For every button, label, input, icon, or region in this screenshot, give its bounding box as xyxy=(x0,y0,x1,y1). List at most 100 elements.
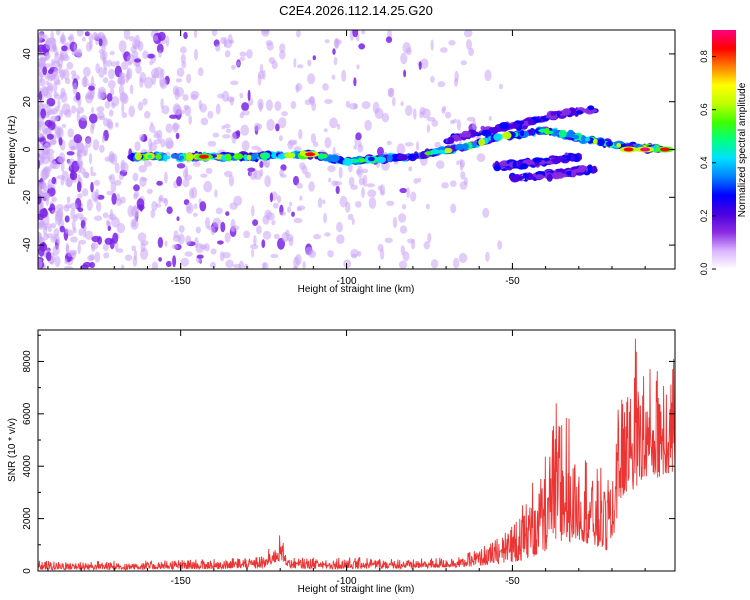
heatmap-noise-cell xyxy=(92,139,100,151)
heatmap-noise-cell xyxy=(223,36,228,48)
heatmap-noise-cell xyxy=(204,217,211,229)
heatmap-noise-cell xyxy=(225,211,230,217)
heatmap-ridge-cell xyxy=(465,131,472,138)
heatmap-ridge-cell xyxy=(396,154,408,161)
heatmap-noise-cell xyxy=(96,111,105,119)
heatmap-noise-cell xyxy=(308,181,315,192)
heatmap-noise-cell xyxy=(262,262,269,269)
heatmap-noise-cell xyxy=(430,259,439,269)
heatmap-noise-cell xyxy=(64,258,68,265)
heatmap-noise-cell xyxy=(445,111,451,119)
heatmap-ridge-cell xyxy=(577,165,587,173)
heatmap-ridge-cell xyxy=(490,127,498,133)
heatmap-noise-cell xyxy=(59,109,63,118)
heatmap-noise-cell xyxy=(83,225,87,232)
heatmap-noise-cell xyxy=(296,64,304,69)
heatmap-noise-cell xyxy=(398,260,408,269)
heatmap-noise-cell xyxy=(134,58,141,63)
heatmap-noise-cell xyxy=(392,217,398,229)
heatmap-noise-cell xyxy=(98,89,107,100)
heatmap-noise-cell xyxy=(38,147,44,159)
heatmap-noise-cell xyxy=(95,188,99,199)
heatmap-noise-cell xyxy=(323,128,328,133)
heatmap-noise-cell xyxy=(131,220,137,228)
heatmap-noise-cell xyxy=(357,144,364,153)
heatmap-noise-cell xyxy=(317,197,323,209)
heatmap-noise-cell xyxy=(211,30,218,37)
heatmap-noise-cell xyxy=(302,261,306,269)
heatmap-noise-cell xyxy=(177,233,185,245)
heatmap-noise-cell xyxy=(482,207,490,218)
heatmap-noise-cell xyxy=(343,259,352,269)
heatmap-noise-cell xyxy=(56,79,61,86)
heatmap-panel: -150 -100 -50 -40 -20 0 20 40 Height of straig… xyxy=(7,29,676,295)
heatmap-noise-cell xyxy=(403,69,407,78)
heatmap-noise-cell xyxy=(324,137,332,149)
heatmap-noise-cell xyxy=(109,51,115,56)
heatmap-noise-cell xyxy=(484,69,492,82)
heatmap-y-tick-label: 0 xyxy=(22,146,33,152)
snr-y-tick-label: 2000 xyxy=(22,507,33,530)
heatmap-noise-cell xyxy=(90,242,99,250)
heatmap-noise-cell xyxy=(281,111,288,117)
heatmap-noise-cell xyxy=(367,189,377,198)
heatmap-noise-cell xyxy=(118,174,124,180)
heatmap-ridge-cell xyxy=(520,163,529,170)
heatmap-noise-cell xyxy=(296,182,303,189)
heatmap-noise-cell xyxy=(176,67,185,77)
heatmap-noise-cell xyxy=(224,50,231,58)
colorbar-ticks: 0.0 0.2 0.4 0.6 0.8 xyxy=(699,50,716,275)
heatmap-noise-cell xyxy=(261,30,269,35)
heatmap-noise-cell xyxy=(85,137,92,148)
heatmap-noise-cell xyxy=(67,128,74,138)
heatmap-noise-cell xyxy=(298,128,303,140)
heatmap-noise-cell xyxy=(88,85,95,91)
heatmap-noise-cell xyxy=(324,39,330,44)
heatmap-noise-cell xyxy=(225,259,234,268)
heatmap-noise-cell xyxy=(38,101,43,107)
heatmap-noise-cell xyxy=(188,115,192,125)
heatmap-noise-cell xyxy=(65,227,69,234)
heatmap-noise-cell xyxy=(38,44,46,53)
heatmap-noise-cell xyxy=(328,177,332,183)
heatmap-noise-cell xyxy=(485,251,490,262)
heatmap-noise-cell xyxy=(361,101,371,110)
heatmap-noise-cell xyxy=(408,166,413,172)
heatmap-noise-cell xyxy=(353,144,358,150)
heatmap-noise-cell xyxy=(144,110,151,119)
heatmap-noise-cell xyxy=(160,138,166,148)
heatmap-noise-cell xyxy=(46,251,52,262)
heatmap-noise-cell xyxy=(236,61,240,67)
heatmap-noise-cell xyxy=(164,171,168,184)
snr-x-label: Height of straight line (km) xyxy=(298,584,415,595)
heatmap-noise-cell xyxy=(400,52,408,65)
heatmap-noise-cell xyxy=(368,197,377,209)
heatmap-x-label: Height of straight line (km) xyxy=(298,284,415,295)
heatmap-noise-cell xyxy=(104,156,111,162)
heatmap-noise-cell xyxy=(413,178,419,184)
heatmap-noise-cell xyxy=(115,122,119,128)
heatmap-noise-cell xyxy=(250,244,259,250)
heatmap-ridge-cell xyxy=(170,153,176,159)
heatmap-noise-cell xyxy=(207,140,217,147)
heatmap-noise-cell xyxy=(193,48,199,61)
heatmap-noise-cell xyxy=(40,108,46,119)
heatmap-noise-cell xyxy=(333,56,338,66)
heatmap-noise-cell xyxy=(102,243,109,251)
heatmap-noise-cell xyxy=(54,255,61,268)
heatmap-noise-cell xyxy=(109,238,115,250)
heatmap-noise-cell xyxy=(448,40,456,46)
heatmap-noise-cell xyxy=(262,69,266,80)
heatmap-ridge-cell xyxy=(519,130,525,137)
heatmap-ridge-cell xyxy=(616,142,622,148)
heatmap-noise-cell xyxy=(90,172,97,177)
heatmap-noise-cell xyxy=(265,40,273,46)
heatmap-noise-cell xyxy=(459,159,463,165)
heatmap-noise-cell xyxy=(385,36,393,43)
heatmap-noise-cell xyxy=(54,214,62,226)
heatmap-noise-cell xyxy=(458,252,468,264)
heatmap-noise-cell xyxy=(56,175,66,180)
heatmap-noise-cell xyxy=(120,162,129,173)
heatmap-noise-cell xyxy=(38,181,45,187)
heatmap-ridge-cell xyxy=(502,131,512,140)
